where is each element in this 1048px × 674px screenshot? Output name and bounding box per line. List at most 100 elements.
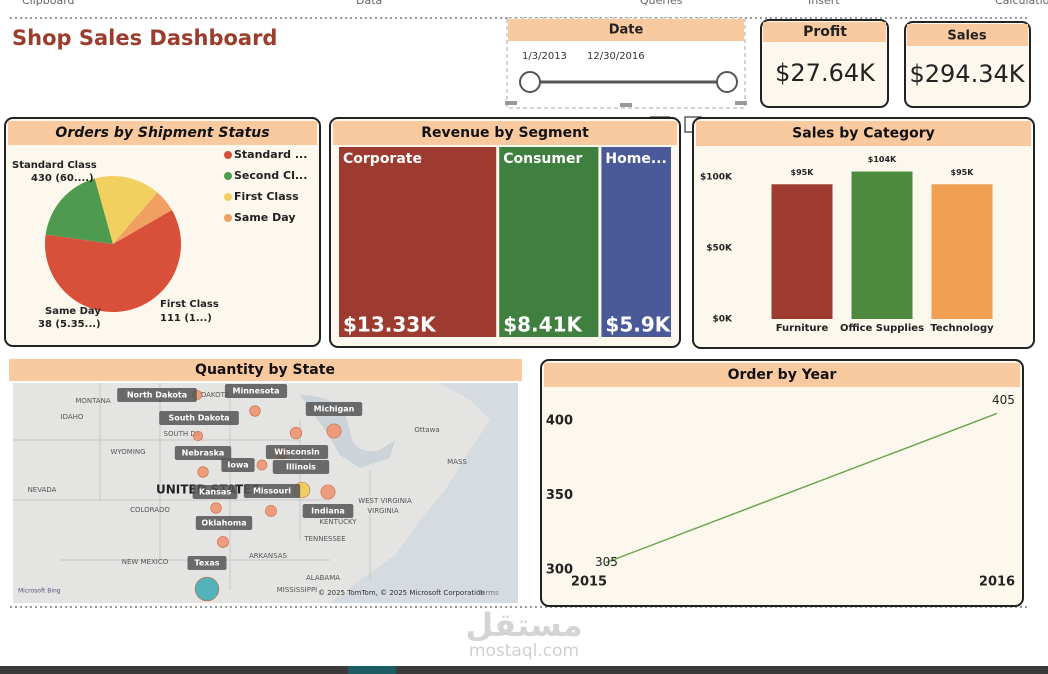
bar <box>771 184 833 319</box>
map-bubble <box>210 502 222 514</box>
slice-label: Standard Class <box>12 160 97 171</box>
slicer-header <box>508 19 744 41</box>
visual-title: Order by Year <box>728 367 837 383</box>
y-tick-label: 400 <box>546 413 573 428</box>
map-base-label: NEW MEXICO <box>122 558 169 566</box>
tile-category-label: Corporate <box>343 151 422 167</box>
ribbon-group-label: Data <box>356 0 382 7</box>
map-label-box <box>117 388 197 402</box>
map-bubble <box>217 536 229 548</box>
map-base-label: ALABAMA <box>306 574 340 582</box>
treemap-tile <box>499 147 599 337</box>
legend-marker <box>224 151 232 159</box>
slider-handle-start[interactable] <box>519 71 541 93</box>
legend-marker <box>224 172 232 180</box>
map-state-label: North Dakota <box>127 391 187 400</box>
pie-slice <box>94 176 158 244</box>
slicer-title: Date <box>609 23 644 38</box>
y-tick-label: 300 <box>546 563 573 578</box>
map-state-label: Indiana <box>311 507 345 516</box>
point-value-label: 405 <box>992 393 1015 407</box>
ribbon-group-label: Queries <box>640 0 683 7</box>
map-state-label: Missouri <box>253 487 291 496</box>
legend-label: Second Cl... <box>234 169 307 182</box>
map-base-label: MONTANA <box>75 397 111 405</box>
map-state-label: Minnesota <box>233 387 280 396</box>
line-series <box>605 412 998 564</box>
slice-value-label: 111 (1...) <box>160 313 212 324</box>
x-tick-label: Furniture <box>776 323 829 334</box>
map-label-box <box>192 485 238 499</box>
map-label-box <box>302 504 354 518</box>
y-tick-label: $100K <box>700 173 733 183</box>
legend-marker <box>224 214 232 222</box>
y-tick-label: 350 <box>546 488 573 503</box>
legend-label: Standard ... <box>234 148 307 161</box>
map-bubble <box>192 430 204 442</box>
bar-value-label: $95K <box>791 168 815 177</box>
visual-header <box>333 121 677 145</box>
map-state-label: Iowa <box>227 461 248 470</box>
map-base-label: ARKANSAS <box>249 552 288 560</box>
visual-header <box>696 121 1031 146</box>
map-base-label: DAKOTA <box>201 391 230 399</box>
map-base-label: Ottawa <box>414 426 439 434</box>
map-base-label: SOUTH DA <box>164 430 201 438</box>
bar-value-label: $104K <box>868 155 897 164</box>
map-bubble <box>194 576 220 602</box>
tile-category-label: Consumer <box>503 151 582 167</box>
bar <box>851 171 913 319</box>
pie-slice <box>45 178 114 244</box>
visual-title: Quantity by State <box>195 362 335 378</box>
map-base-label: COLORADO <box>130 506 170 514</box>
map-label-box <box>305 402 363 416</box>
ribbon-group-label: Clipboard <box>22 0 75 7</box>
status-bar <box>0 666 1048 674</box>
map-base-label: TENNESSEE <box>303 535 345 543</box>
visual-title: Orders by Shipment Status <box>55 125 269 141</box>
map-attribution: Terms <box>477 589 499 597</box>
map-ocean <box>330 383 518 603</box>
card-title: Profit <box>803 24 847 40</box>
map-bubble <box>289 426 303 440</box>
map-state-label: Illinois <box>286 463 316 472</box>
card-header <box>763 22 886 42</box>
card-value: $27.64K <box>775 59 876 87</box>
y-tick-label: $50K <box>706 244 733 254</box>
map-state-label: Kansas <box>199 488 231 497</box>
slice-value-label: 38 (5.35...) <box>38 319 101 330</box>
map-base-label: MASS <box>447 458 467 466</box>
watermark: mostaql.com <box>469 641 579 661</box>
card-value: $294.34K <box>910 60 1026 88</box>
tile-value-label: $13.33K <box>343 313 437 337</box>
map-label-box <box>159 411 239 425</box>
map-state-label: Michigan <box>314 405 355 414</box>
slider-handle-end[interactable] <box>716 71 738 93</box>
x-tick-label: 2016 <box>979 575 1015 590</box>
map-bubble <box>249 405 261 417</box>
visual-title: Sales by Category <box>792 126 935 142</box>
pie-slice <box>44 210 182 312</box>
x-tick-label: 2015 <box>571 575 607 590</box>
bar <box>931 184 993 319</box>
map-base-label: VIRGINIA <box>367 507 399 515</box>
map-base-label: MISSISSIPPI <box>277 586 318 594</box>
bar-value-label: $95K <box>951 168 975 177</box>
map-base-label: IDAHO <box>61 413 84 421</box>
map-base-label: WYOMING <box>110 448 145 456</box>
map-base-label: WEST VIRGINIA <box>358 497 412 505</box>
map-bubble <box>326 423 342 439</box>
resize-handle <box>735 101 747 105</box>
map-label-box <box>174 446 232 460</box>
map-bubble <box>265 505 277 517</box>
watermark: مستقل <box>465 606 582 644</box>
legend-label: Same Day <box>234 211 295 224</box>
treemap-tile <box>601 147 671 337</box>
map-state-label: Texas <box>194 559 219 568</box>
map-label-box <box>272 460 330 474</box>
legend-label: First Class <box>234 190 299 203</box>
map-bubble <box>197 466 209 478</box>
map-state-label: Nebraska <box>182 449 225 458</box>
slicer-end: 12/30/2016 <box>587 51 645 62</box>
visual-header <box>544 363 1020 387</box>
